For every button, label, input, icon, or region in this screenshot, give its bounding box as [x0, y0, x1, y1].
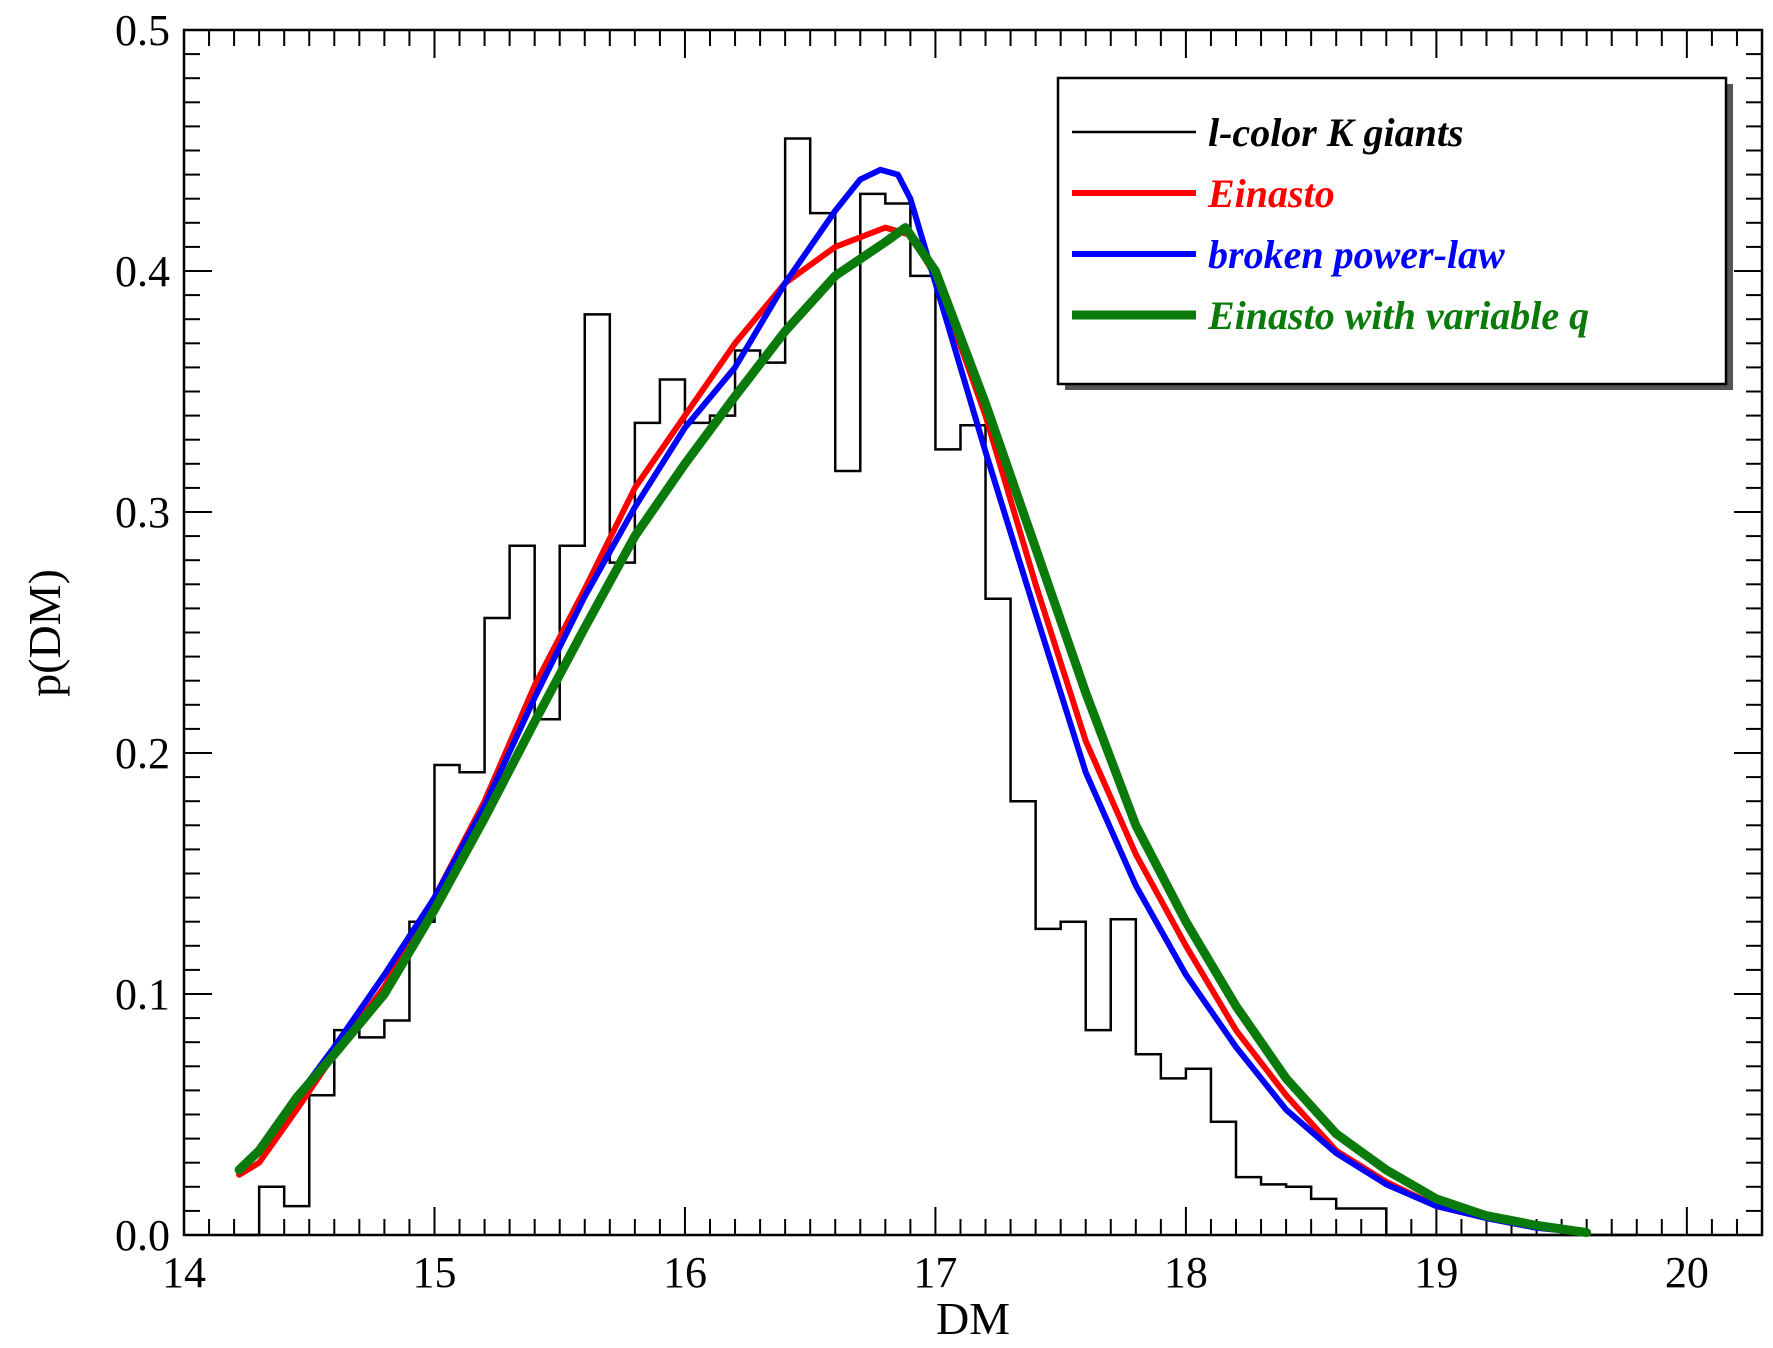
legend-entries: l-color K giants Einasto broken power-law E… — [1072, 110, 1589, 338]
y-tick-label: 0.4 — [115, 247, 170, 296]
x-tick-label: 20 — [1665, 1248, 1709, 1297]
y-tick-label: 0.5 — [115, 6, 170, 55]
y-axis-label: p(DM) — [19, 569, 70, 697]
series-group — [234, 166, 1592, 1238]
histogram-steps — [234, 137, 1637, 1237]
histogram-group — [234, 137, 1637, 1237]
series-line-broken-power-law — [236, 166, 1590, 1236]
x-axis-label: DM — [936, 1293, 1010, 1344]
y-tick-label: 0.3 — [115, 488, 170, 537]
x-tick-label: 14 — [162, 1248, 206, 1297]
x-tick-labels: 14 15 16 17 18 19 20 — [162, 1248, 1709, 1297]
y-tick-label: 0.1 — [115, 970, 170, 1019]
legend: l-color K giants Einasto broken power-law E… — [1056, 76, 1733, 390]
y-tick-label: 0.2 — [115, 729, 170, 778]
x-tick-label: 17 — [913, 1248, 957, 1297]
x-tick-label: 18 — [1164, 1248, 1208, 1297]
x-tick-label: 19 — [1414, 1248, 1458, 1297]
legend-box — [1056, 76, 1728, 386]
x-tick-label: 15 — [412, 1248, 456, 1297]
x-tick-label: 16 — [663, 1248, 707, 1297]
legend-label-einasto: Einasto — [1207, 171, 1335, 216]
legend-label-broken-power-law: broken power-law — [1208, 232, 1505, 277]
y-tick-labels: 0.0 0.1 0.2 0.3 0.4 0.5 — [115, 6, 170, 1260]
legend-label-einasto-with-variable-q: Einasto with variable q — [1207, 293, 1589, 338]
legend-label-l-color-k-giants: l-color K giants — [1208, 110, 1464, 155]
series-line-einasto-with-variable-q — [234, 223, 1592, 1238]
axis-ticks — [183, 29, 1763, 1236]
y-tick-label: 0.0 — [115, 1211, 170, 1260]
